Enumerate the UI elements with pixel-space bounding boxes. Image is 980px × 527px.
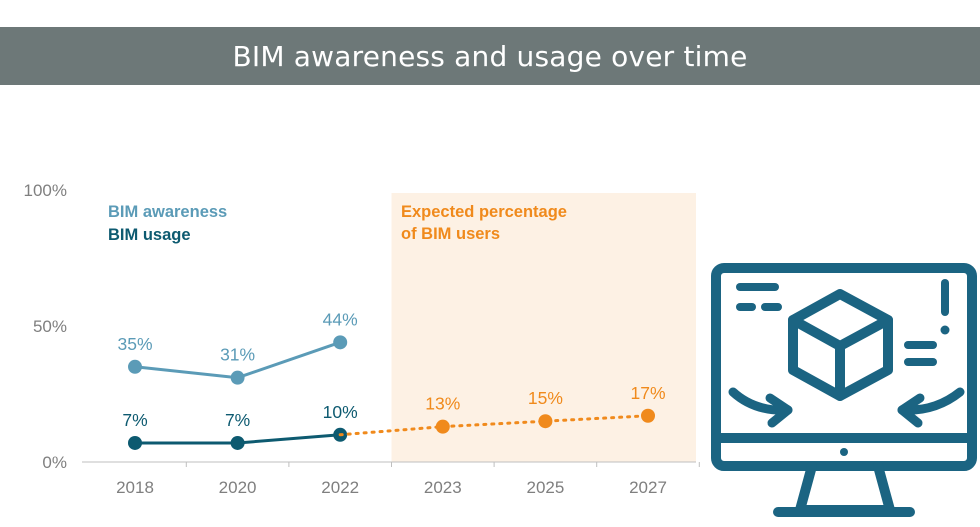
box-outline	[788, 289, 893, 401]
data-label-bim-awareness: 31%	[220, 345, 255, 365]
data-point-expected-percentage-of-bim-users	[435, 419, 450, 434]
y-tick-label: 100%	[24, 181, 67, 200]
data-label-expected-percentage-of-bim-users: 15%	[528, 388, 563, 408]
data-label-bim-awareness: 44%	[323, 309, 358, 329]
data-point-expected-percentage-of-bim-users	[538, 414, 553, 429]
monitor-stand	[795, 461, 895, 515]
data-label-expected-percentage-of-bim-users: 13%	[425, 394, 460, 414]
title-bar: BIM awareness and usage over time	[0, 27, 980, 85]
data-label-bim-usage: 10%	[323, 402, 358, 422]
data-point-bim-usage	[128, 435, 142, 450]
legend-bim-awareness: BIM awareness	[108, 203, 228, 221]
y-tick-label: 0%	[42, 453, 67, 472]
y-tick-label: 50%	[33, 317, 67, 336]
data-point-bim-awareness	[230, 370, 245, 385]
arrow-left-head	[765, 393, 793, 428]
monitor-screen	[711, 263, 977, 471]
series-line-expected-percentage-of-bim-users	[338, 414, 650, 437]
x-tick-label: 2027	[629, 478, 667, 497]
arrow-right-head	[897, 393, 925, 428]
computer-monitor-box-icon	[711, 263, 977, 517]
legend-forecast-line2: of BIM users	[401, 225, 501, 243]
x-tick-label: 2025	[526, 478, 564, 497]
chart-title: BIM awareness and usage over time	[232, 39, 748, 73]
data-label-expected-percentage-of-bim-users: 17%	[630, 383, 665, 403]
legend-forecast-line1: Expected percentage	[401, 203, 567, 221]
x-tick-label: 2018	[116, 478, 154, 497]
box-edges	[788, 315, 893, 401]
x-tick-label: 2020	[219, 478, 257, 497]
exclamation-dot	[940, 325, 950, 335]
data-label-bim-awareness: 35%	[117, 334, 152, 354]
legend-expected-bim-users: Expected percentage of BIM users	[401, 201, 661, 245]
data-point-expected-percentage-of-bim-users	[641, 408, 655, 423]
data-label-bim-usage: 7%	[225, 410, 250, 430]
monitor-power-dot	[840, 448, 848, 456]
legend-bim-usage: BIM usage	[108, 226, 191, 244]
data-point-bim-awareness	[333, 335, 348, 350]
x-tick-label: 2022	[321, 478, 359, 497]
data-point-bim-usage	[230, 435, 245, 450]
data-point-bim-awareness	[128, 359, 142, 374]
x-tick-label: 2023	[424, 478, 462, 497]
data-label-bim-usage: 7%	[122, 410, 147, 430]
